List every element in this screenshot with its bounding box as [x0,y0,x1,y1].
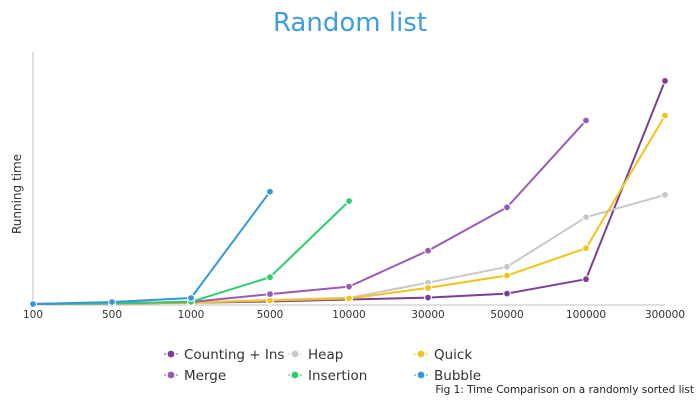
data-point-bubble [29,300,37,308]
data-point-quick [345,294,353,303]
series-line-insertion [32,200,350,305]
x-tick-labels: 100 500 1000 5000 10000 30000 50000 100000 30000… [23,309,685,321]
series-line-counting-ins [32,80,666,305]
x-tick-label: 500 [102,309,122,321]
data-point-merge [424,246,432,255]
data-point-merge [345,282,353,291]
legend-label-heap: Heap [308,347,343,363]
legend-marker-counting-ins [167,350,175,358]
data-point-bubble [266,187,274,196]
data-point-counting-ins [503,289,511,298]
data-point-insertion [266,273,274,282]
legend-label-bubble: Bubble [434,368,481,384]
legend-marker-heap [291,350,299,358]
legend-label-merge: Merge [184,368,226,384]
legend-item-insertion[interactable]: Insertion [288,368,367,384]
data-point-counting-ins [582,275,590,284]
legend-item-bubble[interactable]: Bubble [414,368,481,384]
x-tick-label: 10000 [332,309,365,321]
x-tick-label: 5000 [257,309,284,321]
chart-title: Random list [272,8,428,38]
legend-marker-insertion [291,371,299,379]
data-point-heap [582,213,590,222]
x-tick-label: 100000 [566,309,606,321]
legend-item-quick[interactable]: Quick [414,347,472,363]
legend-item-merge[interactable]: Merge [164,368,226,384]
data-point-merge [503,203,511,212]
y-axis-title: Running time [10,154,24,234]
x-tick-label: 30000 [411,309,444,321]
data-point-insertion [345,197,353,206]
series-layer [29,77,669,308]
data-point-quick [503,271,511,280]
data-point-quick [424,284,432,292]
series-line-quick [32,115,666,305]
legend-marker-quick [417,350,425,358]
x-tick-label: 100 [23,309,43,321]
data-point-bubble [108,298,116,306]
legend-label-quick: Quick [434,347,472,363]
legend-label-insertion: Insertion [308,368,367,384]
series-quick [29,111,669,308]
legend-label-counting-ins: Counting + Ins [184,347,284,363]
x-tick-label: 1000 [178,309,205,321]
data-point-heap [661,191,669,199]
data-point-bubble [187,294,195,302]
figure-caption: Fig 1: Time Comparison on a randomly sor… [435,384,694,396]
series-bubble [29,187,274,308]
legend-marker-bubble [417,371,425,379]
data-point-merge [266,290,274,299]
series-line-bubble [32,191,271,305]
x-tick-label: 50000 [490,309,523,321]
x-tick-label: 300000 [645,309,685,321]
legend-item-counting-ins[interactable]: Counting + Ins [164,347,284,363]
data-point-heap [503,262,511,271]
legend-item-heap[interactable]: Heap [288,347,343,363]
data-point-counting-ins [424,293,432,302]
data-point-quick [661,111,669,120]
data-point-merge [582,116,590,125]
series-counting-ins [29,77,669,308]
data-point-counting-ins [661,77,669,85]
legend: Counting + Ins Heap Quick Merge Insertion Bub… [164,347,481,384]
data-point-quick [266,296,274,305]
data-point-quick [582,244,590,253]
legend-marker-merge [167,371,175,379]
